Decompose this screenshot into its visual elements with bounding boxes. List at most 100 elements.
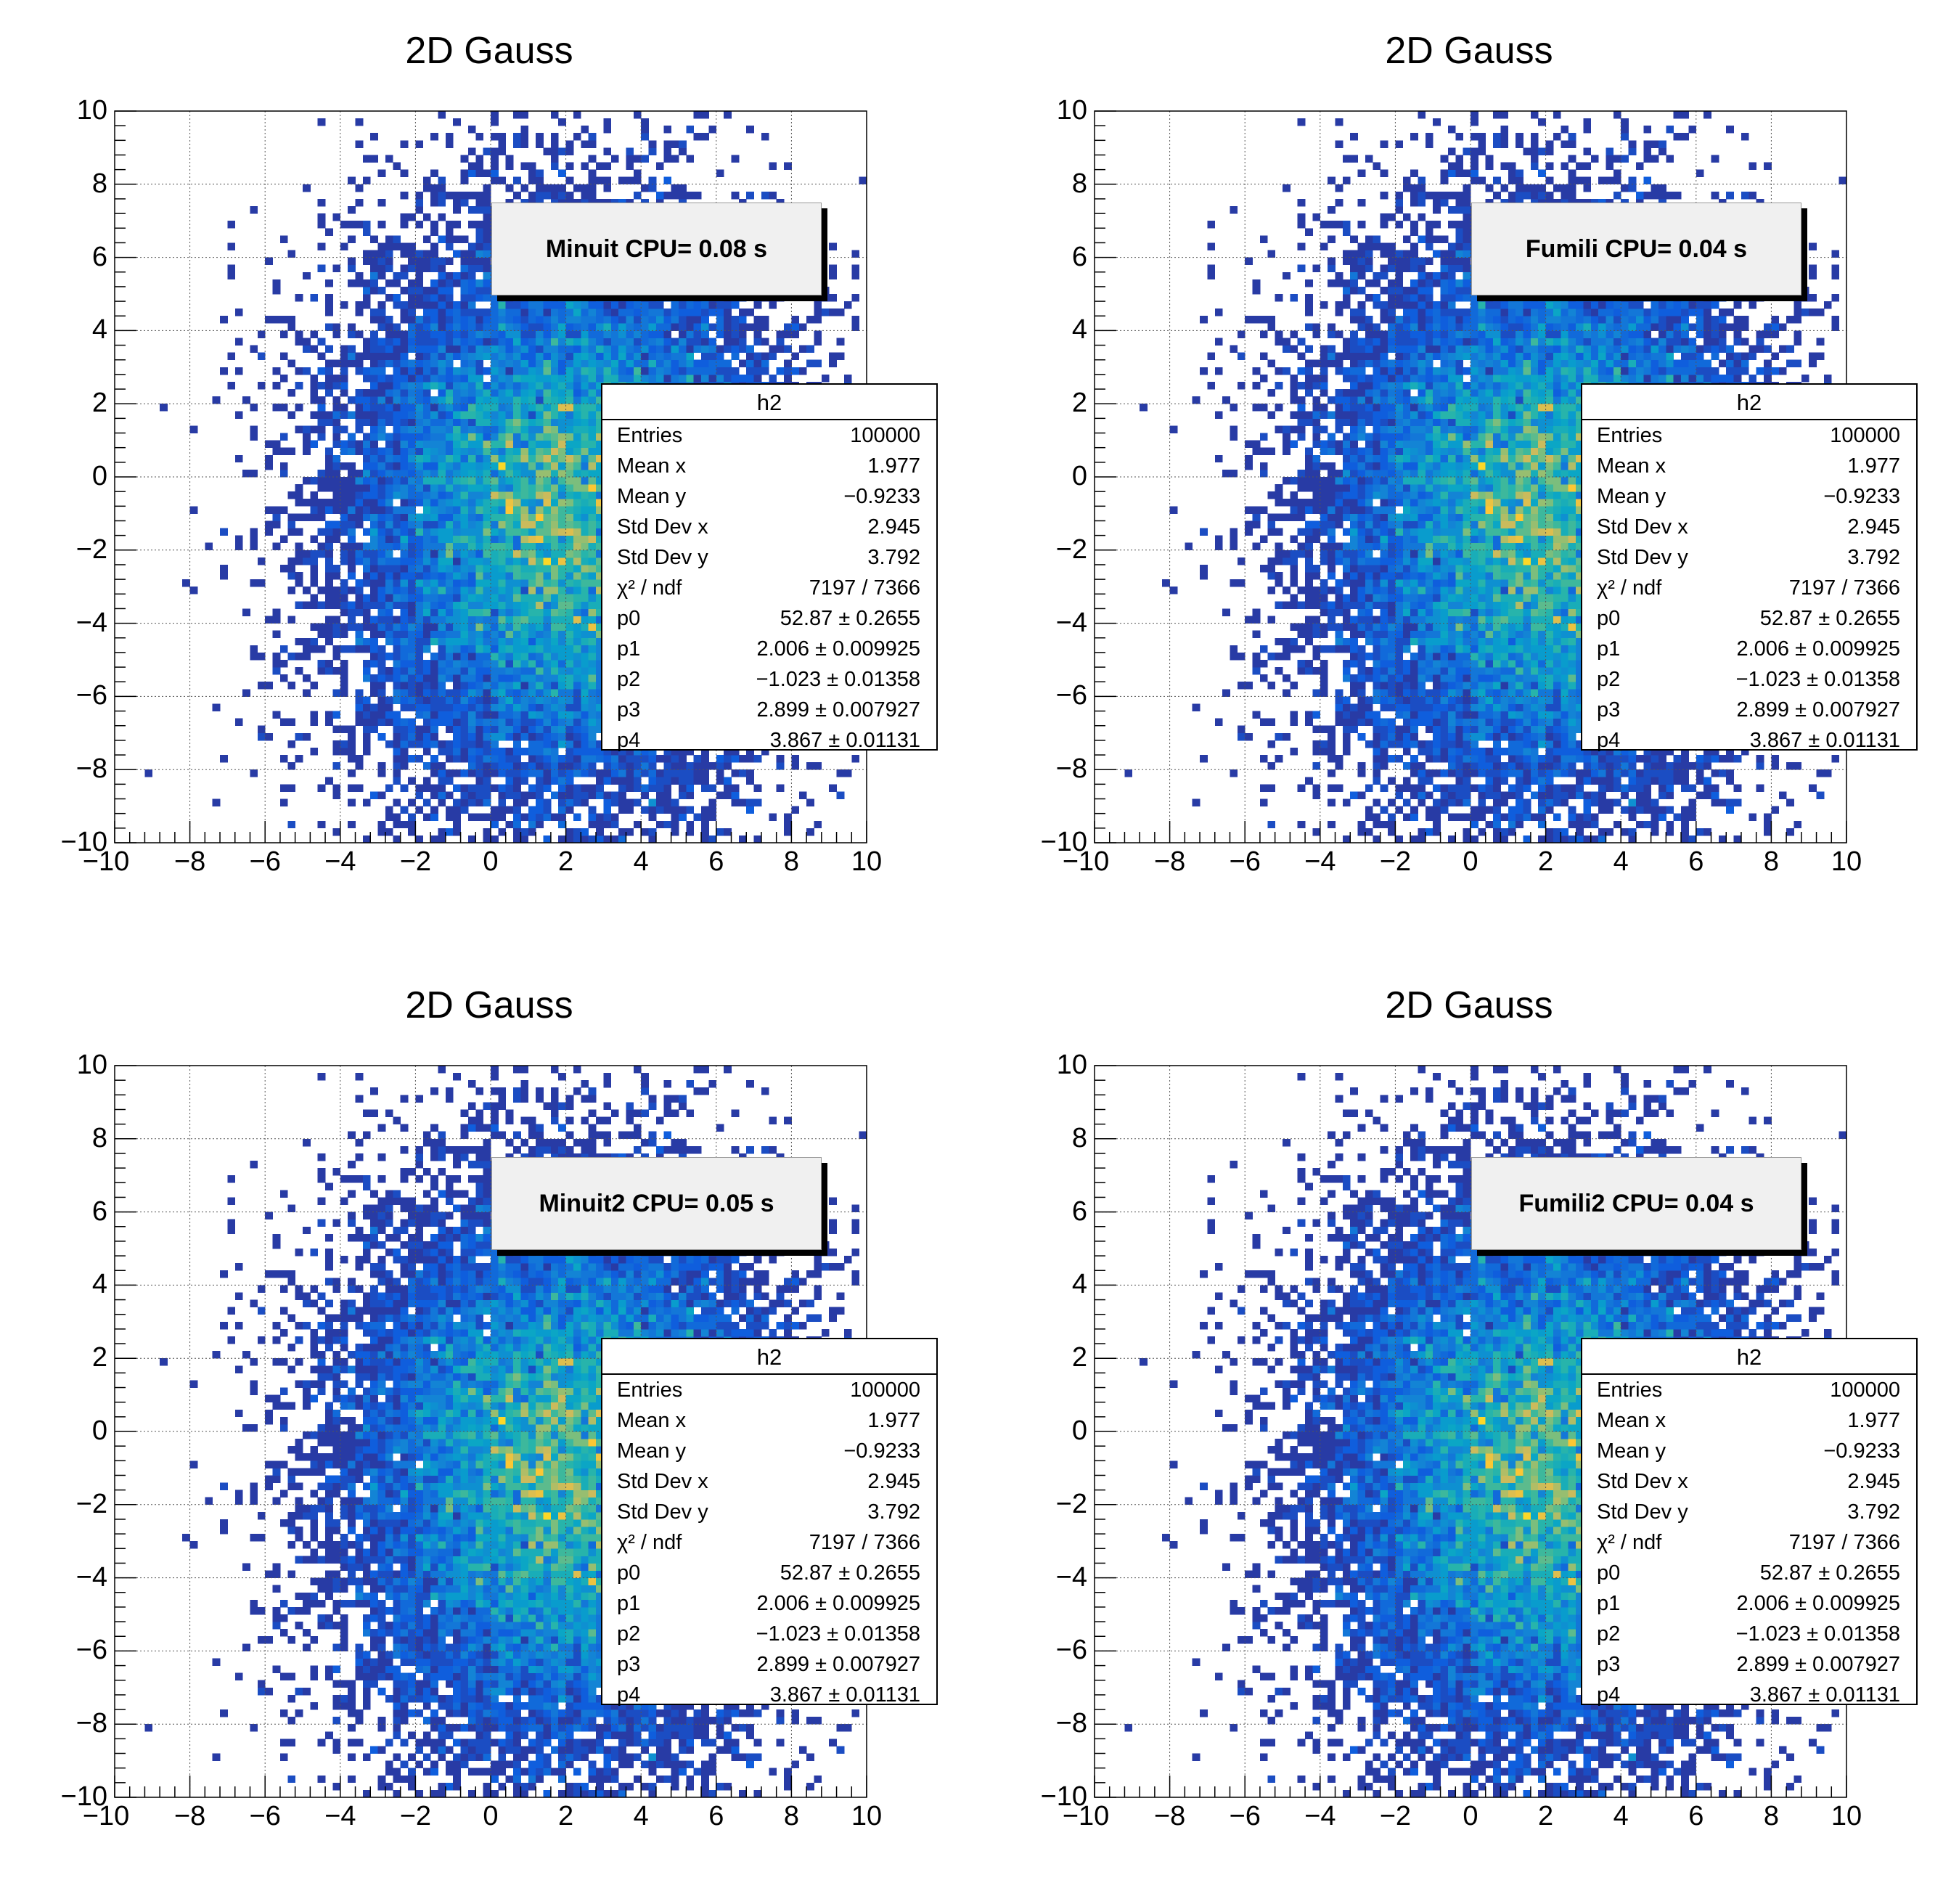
bin (701, 338, 709, 345)
bin (348, 235, 356, 242)
bin (423, 389, 431, 396)
bin (491, 638, 499, 645)
bin (581, 689, 589, 696)
bin (393, 572, 401, 579)
bin (603, 360, 611, 367)
bin (438, 740, 446, 748)
bin (837, 338, 845, 345)
bin (318, 213, 326, 221)
bin (430, 755, 438, 762)
bin (506, 382, 514, 389)
bin (558, 396, 566, 404)
bin (356, 418, 364, 425)
bin (453, 404, 461, 411)
bin (544, 565, 552, 572)
bin (332, 791, 340, 798)
bin (589, 367, 597, 375)
bin (513, 353, 521, 360)
bin (348, 624, 356, 631)
bin (408, 777, 416, 784)
bin (415, 346, 423, 353)
bin (385, 448, 393, 455)
bin (656, 309, 664, 316)
bin (566, 601, 574, 608)
bin (701, 301, 709, 309)
bin (265, 616, 273, 624)
bin (468, 462, 476, 470)
bin (596, 323, 604, 330)
bin (213, 703, 221, 711)
bin (461, 616, 469, 624)
bin (332, 441, 340, 448)
bin (544, 762, 552, 769)
bin (581, 587, 589, 594)
bin (498, 703, 506, 711)
bin (641, 784, 649, 791)
bin (370, 441, 378, 448)
bin (544, 689, 552, 696)
bin (461, 608, 469, 616)
bin (544, 814, 552, 821)
bin (287, 821, 295, 828)
bin (325, 323, 333, 330)
bin (370, 645, 378, 653)
bin (513, 309, 521, 316)
bin (385, 484, 393, 491)
bin (370, 550, 378, 557)
bin (280, 448, 288, 455)
bin (498, 660, 506, 667)
bin (732, 367, 740, 375)
bin (385, 814, 393, 821)
bin (536, 550, 544, 557)
bin (618, 762, 626, 769)
bin (280, 506, 288, 513)
bin (468, 513, 476, 520)
bin (423, 477, 431, 484)
bin (634, 338, 642, 345)
bin (551, 769, 559, 777)
bin (408, 726, 416, 733)
bin (310, 389, 318, 396)
bin (401, 740, 409, 748)
bin (408, 594, 416, 601)
bin (475, 608, 483, 616)
bin (483, 294, 491, 301)
bin (551, 323, 559, 330)
bin (415, 441, 423, 448)
bin (423, 462, 431, 470)
bin (513, 806, 521, 814)
bin (589, 528, 597, 536)
bin (273, 279, 281, 287)
bin (581, 543, 589, 550)
bin (656, 769, 664, 777)
bin (483, 835, 491, 843)
bin (520, 462, 528, 470)
bin (558, 433, 566, 441)
bin (453, 470, 461, 477)
bin (483, 309, 491, 316)
bin (340, 221, 348, 228)
bin (468, 696, 476, 703)
bin (483, 272, 491, 279)
bin (280, 565, 288, 572)
bin (701, 755, 709, 762)
bin (520, 557, 528, 565)
bin (461, 784, 469, 791)
bin (287, 491, 295, 499)
bin (551, 375, 559, 382)
bin (385, 316, 393, 323)
bin (498, 601, 506, 608)
bin (461, 601, 469, 608)
bin (325, 484, 333, 491)
bin (491, 806, 499, 814)
bin (453, 748, 461, 755)
bin (686, 367, 694, 375)
bin (385, 491, 393, 499)
bin (446, 455, 454, 462)
bin (468, 425, 476, 433)
bin (649, 835, 657, 843)
bin (626, 828, 634, 835)
bin (468, 616, 476, 624)
bin (461, 360, 469, 367)
bin (544, 301, 552, 309)
